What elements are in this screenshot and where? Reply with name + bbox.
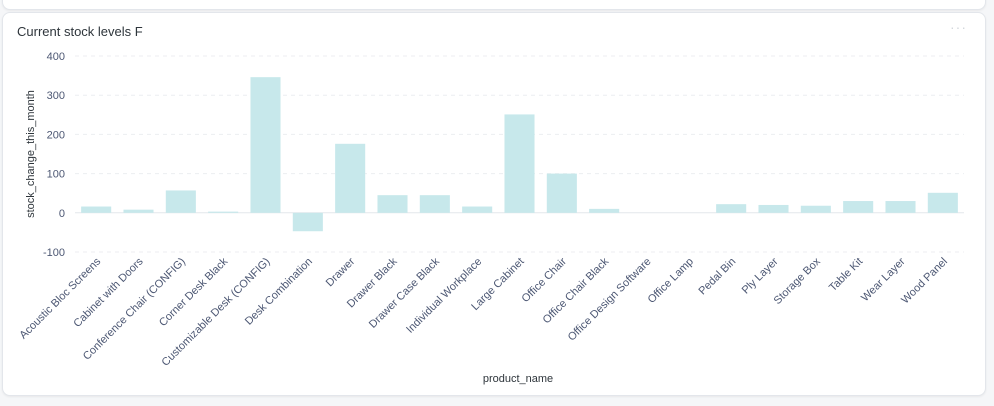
bar[interactable] (927, 192, 958, 213)
chart-title: Current stock levels F (17, 24, 143, 39)
x-tick-label: Pedal Bin (697, 256, 739, 298)
bar[interactable] (716, 204, 747, 213)
bar[interactable] (885, 201, 916, 213)
bar[interactable] (335, 143, 366, 213)
bars (81, 77, 958, 232)
x-tick-label: Individual Workplace (404, 256, 484, 336)
y-tick-label: -100 (43, 247, 65, 259)
bar[interactable] (589, 208, 620, 213)
x-tick-label: Table Kit (827, 256, 865, 294)
y-tick-label: 0 (59, 208, 65, 220)
bar[interactable] (208, 211, 239, 213)
y-axis-ticks: -100 0 100 200 300 400 (43, 51, 65, 259)
x-axis-title: product_name (483, 373, 553, 385)
bar[interactable] (165, 190, 196, 213)
bar[interactable] (462, 206, 493, 213)
y-axis-title: stock_change_this_month (25, 90, 37, 218)
x-tick-label: Wood Panel (899, 256, 950, 307)
x-tick-label: Office Design Software (566, 256, 654, 344)
bar[interactable] (377, 195, 408, 213)
y-tick-label: 300 (47, 90, 65, 102)
y-tick-label: 200 (47, 129, 65, 141)
bar[interactable] (123, 209, 154, 213)
bar[interactable] (843, 201, 874, 213)
bar[interactable] (758, 204, 789, 213)
bar[interactable] (81, 206, 112, 213)
y-tick-label: 400 (47, 51, 65, 63)
bar[interactable] (250, 77, 281, 213)
x-tick-label: Drawer Case Black (367, 255, 442, 330)
y-tick-label: 100 (47, 169, 65, 181)
bar[interactable] (419, 195, 450, 213)
x-tick-label: Office Lamp (646, 256, 696, 306)
x-tick-label: Acoustic Bloc Screens (17, 255, 103, 341)
bar[interactable] (292, 212, 323, 232)
x-tick-label: Ply Layer (740, 255, 781, 296)
bar[interactable] (504, 114, 535, 213)
x-tick-label: Drawer (324, 255, 358, 289)
bar[interactable] (800, 205, 831, 213)
bar[interactable] (546, 173, 577, 213)
more-dots-icon[interactable]: ··· (950, 19, 967, 35)
